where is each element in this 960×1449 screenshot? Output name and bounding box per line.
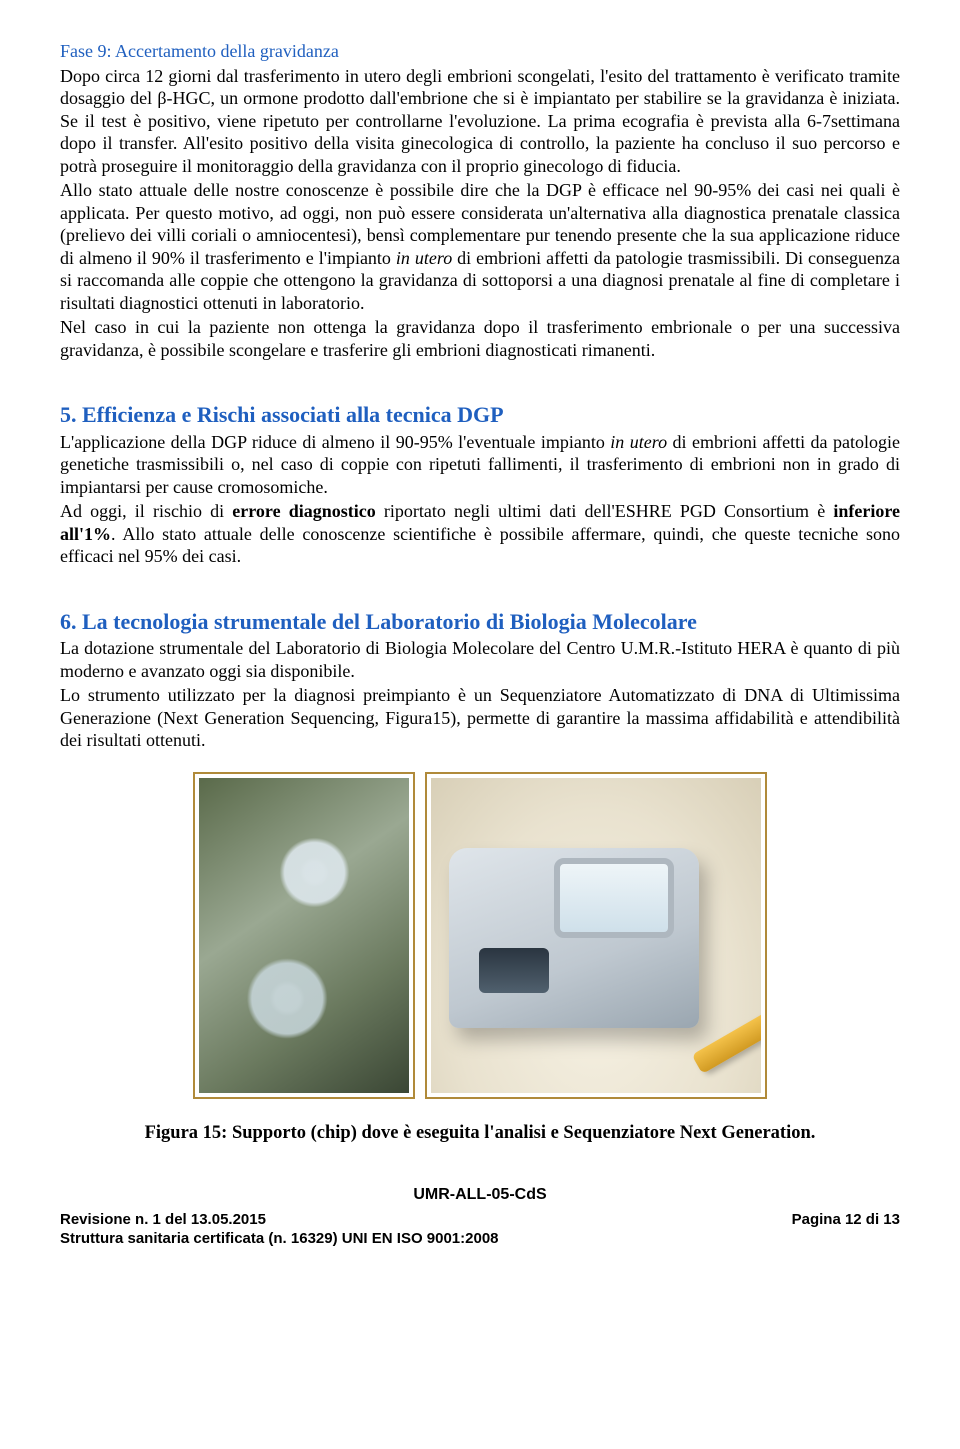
doc-code: UMR-ALL-05-CdS <box>60 1185 900 1205</box>
sec5-p1a: L'applicazione della DGP riduce di almen… <box>60 432 610 452</box>
footer-revision: Revisione n. 1 del 13.05.2015 <box>60 1211 499 1230</box>
sequencer-image <box>431 778 761 1093</box>
sec5-p1: L'applicazione della DGP riduce di almen… <box>60 431 900 499</box>
sec5-p1-italic: in utero <box>610 432 667 452</box>
fase9-p2: Allo stato attuale delle nostre conoscen… <box>60 179 900 314</box>
chip-image <box>199 778 409 1093</box>
device-screen <box>554 858 674 938</box>
figure-chip-box <box>193 772 415 1099</box>
fase9-title: Fase 9: Accertamento della gravidanza <box>60 40 900 63</box>
figure-caption: Figura 15: Supporto (chip) dove è esegui… <box>70 1122 890 1145</box>
fase9-p2-italic: in utero <box>396 248 452 268</box>
figure-15 <box>60 772 900 1105</box>
sec5-p2-bold1: errore diagnostico <box>232 501 375 521</box>
device-tray <box>479 948 549 993</box>
sec5-p2b: riportato negli ultimi dati dell'ESHRE P… <box>376 501 834 521</box>
fase9-p1: Dopo circa 12 giorni dal trasferimento i… <box>60 65 900 178</box>
footer-cert: Struttura sanitaria certificata (n. 1632… <box>60 1230 499 1249</box>
sec5-p2c: . Allo stato attuale delle conoscenze sc… <box>60 524 900 567</box>
sec6-title: 6. La tecnologia strumentale del Laborat… <box>60 608 900 636</box>
sec5-p2a: Ad oggi, il rischio di <box>60 501 232 521</box>
footer-page: Pagina 12 di 13 <box>792 1211 900 1249</box>
sec6-p2: Lo strumento utilizzato per la diagnosi … <box>60 684 900 752</box>
sec5-p2: Ad oggi, il rischio di errore diagnostic… <box>60 500 900 568</box>
page-footer: Revisione n. 1 del 13.05.2015 Struttura … <box>60 1211 900 1249</box>
device-handle <box>692 1009 761 1073</box>
footer-left: Revisione n. 1 del 13.05.2015 Struttura … <box>60 1211 499 1249</box>
figure-sequencer-box <box>425 772 767 1099</box>
sec6-p1: La dotazione strumentale del Laboratorio… <box>60 637 900 682</box>
fase9-p3: Nel caso in cui la paziente non ottenga … <box>60 316 900 361</box>
device-body <box>449 848 699 1028</box>
sec5-title: 5. Efficienza e Rischi associati alla te… <box>60 401 900 429</box>
